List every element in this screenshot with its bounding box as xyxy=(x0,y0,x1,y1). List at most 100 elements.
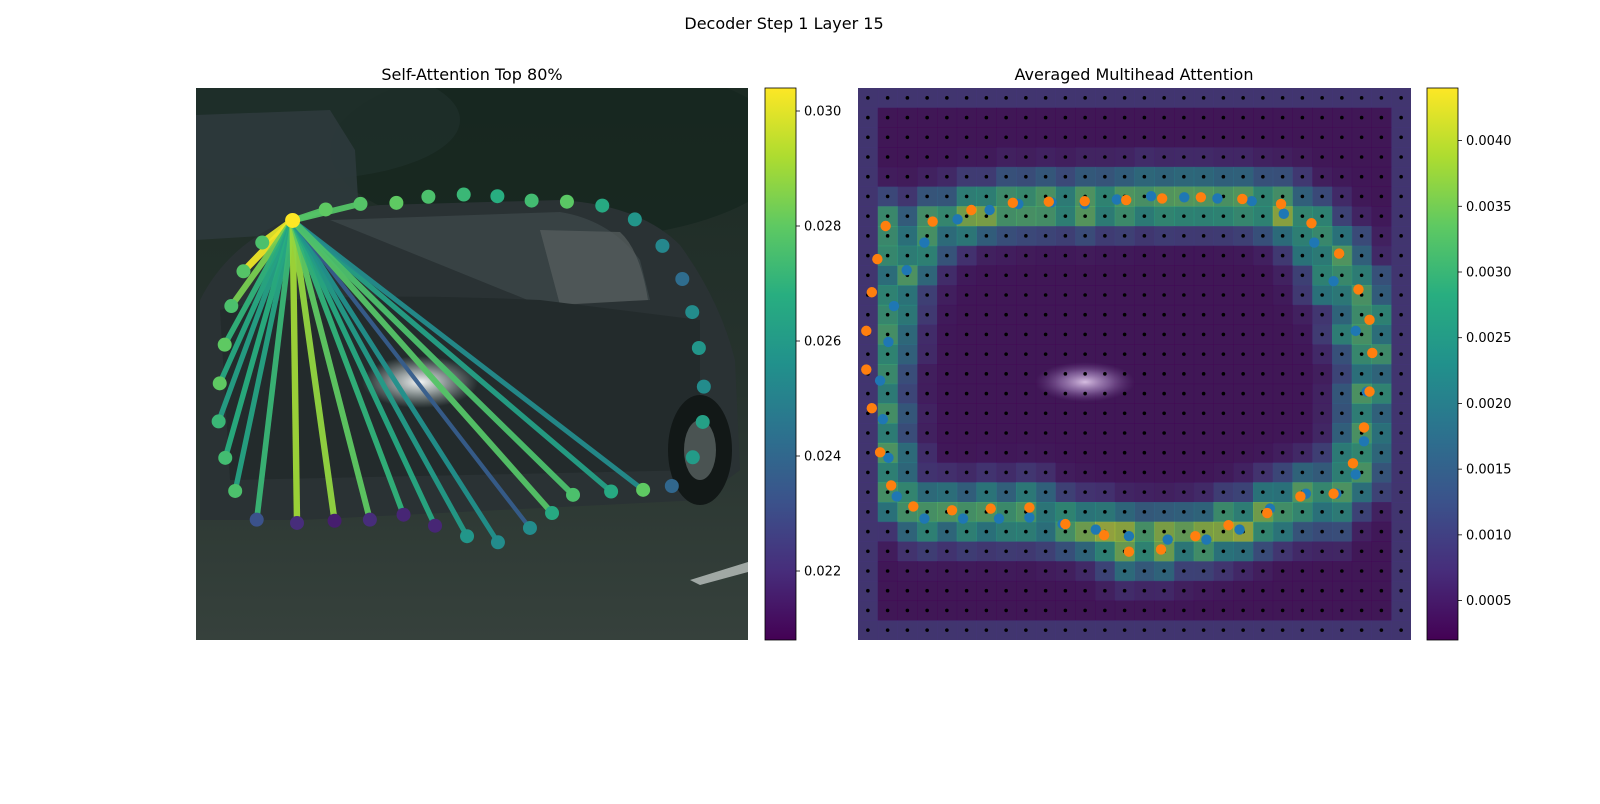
grid-point xyxy=(1221,96,1226,100)
grid-point xyxy=(1182,273,1186,278)
grid-point xyxy=(1241,115,1245,120)
grid-point xyxy=(1182,234,1186,238)
grid-point xyxy=(964,549,969,554)
grid-point xyxy=(885,549,890,554)
attention-edge-15 xyxy=(290,219,501,544)
grid-point xyxy=(925,450,929,455)
grid-point xyxy=(905,391,910,396)
grid-point xyxy=(1122,608,1127,613)
grid-point xyxy=(1162,273,1166,278)
grid-point xyxy=(1122,490,1127,494)
grid-point xyxy=(1083,96,1087,100)
grid-point xyxy=(1004,608,1008,613)
contour-point-5 xyxy=(490,189,505,204)
grid-point xyxy=(1359,569,1364,573)
grid-point xyxy=(964,234,969,238)
grid-point xyxy=(1103,450,1107,455)
grid-point xyxy=(1300,549,1305,554)
grid-point xyxy=(1379,549,1384,554)
grid-point xyxy=(1083,273,1087,278)
grid-point xyxy=(1300,96,1305,100)
grid-point xyxy=(905,470,910,475)
grid-point xyxy=(1379,273,1384,278)
grid-point xyxy=(984,569,989,573)
grid-point xyxy=(885,529,890,534)
contour-point-13 xyxy=(691,340,706,355)
grid-point xyxy=(964,391,969,396)
grid-point xyxy=(1043,234,1048,238)
attention-edge-18 xyxy=(290,218,613,494)
blue-series-point xyxy=(919,513,930,524)
grid-point xyxy=(1379,253,1384,258)
contour-point-21 xyxy=(545,506,560,521)
contour-point-38 xyxy=(255,235,270,250)
grid-point xyxy=(1142,510,1147,514)
grid-point xyxy=(1221,628,1226,632)
grid-point xyxy=(1024,588,1028,593)
orange-series-point xyxy=(1098,529,1110,541)
grid-point xyxy=(1004,194,1008,199)
grid-point xyxy=(1201,174,1206,179)
grid-point xyxy=(1300,135,1305,140)
grid-point xyxy=(1083,608,1087,613)
grid-point xyxy=(1103,391,1107,396)
blue-series-point xyxy=(1358,436,1370,447)
orange-series-point xyxy=(1237,193,1248,205)
grid-point xyxy=(1103,490,1107,494)
grid-point xyxy=(1004,431,1008,435)
grid-point xyxy=(1340,352,1344,356)
grid-point xyxy=(1280,352,1285,356)
grid-point xyxy=(1300,332,1305,337)
grid-point xyxy=(1399,194,1403,199)
grid-point xyxy=(1320,431,1324,435)
grid-point xyxy=(1359,490,1364,494)
grid-point xyxy=(1340,96,1344,100)
grid-point xyxy=(1063,352,1068,356)
grid-point xyxy=(925,194,929,199)
grid-point xyxy=(1241,273,1245,278)
heatmap-grid-points xyxy=(866,96,1403,632)
grid-point xyxy=(1280,115,1285,120)
grid-point xyxy=(1063,510,1068,514)
grid-point xyxy=(1182,391,1186,396)
grid-point xyxy=(1379,431,1384,435)
grid-point xyxy=(885,510,890,514)
grid-point xyxy=(1142,549,1147,554)
grid-point xyxy=(1320,470,1324,475)
blue-series-point xyxy=(883,336,894,348)
grid-point xyxy=(866,549,870,554)
grid-point xyxy=(1162,588,1166,593)
grid-point xyxy=(1083,411,1087,416)
orange-series-point xyxy=(1223,519,1234,531)
grid-point xyxy=(925,174,929,179)
grid-point xyxy=(1280,293,1285,297)
grid-point xyxy=(1024,431,1028,435)
grid-point xyxy=(1103,431,1107,435)
grid-point xyxy=(984,431,989,435)
grid-point xyxy=(1379,312,1384,317)
orange-series-point xyxy=(1295,491,1306,502)
grid-point xyxy=(1103,214,1107,218)
contour-point-3 xyxy=(421,189,436,204)
grid-point xyxy=(1162,115,1166,120)
grid-point xyxy=(1142,135,1147,140)
grid-point xyxy=(945,234,949,238)
grid-point xyxy=(1063,450,1068,455)
grid-point xyxy=(1182,293,1186,297)
grid-point xyxy=(1359,352,1364,356)
grid-point xyxy=(885,470,890,475)
contour-point-16 xyxy=(685,450,700,465)
grid-point xyxy=(945,174,949,179)
grid-point xyxy=(866,214,870,218)
grid-point xyxy=(1399,312,1403,317)
grid-point xyxy=(984,470,989,475)
grid-point xyxy=(1340,332,1344,337)
contour-point-10 xyxy=(655,238,670,253)
grid-point xyxy=(1241,96,1245,100)
grid-point xyxy=(1142,174,1147,179)
grid-point xyxy=(1103,352,1107,356)
grid-point xyxy=(1162,608,1166,613)
grid-point xyxy=(945,332,949,337)
grid-point xyxy=(1063,332,1068,337)
grid-point xyxy=(1201,510,1206,514)
